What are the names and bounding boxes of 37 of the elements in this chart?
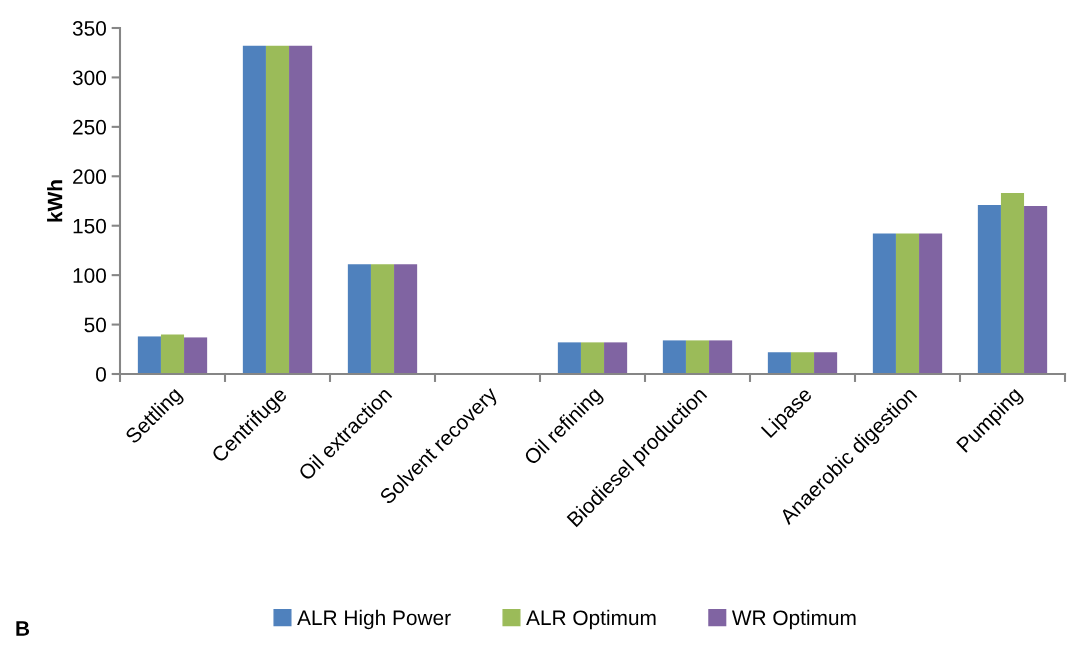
y-tick-label: 300 (72, 70, 106, 86)
legend-label: ALR Optimum (526, 609, 656, 630)
bar (790, 352, 815, 374)
bar (977, 204, 1001, 374)
bar (265, 45, 290, 374)
y-axis-title: kWh (47, 180, 63, 222)
bar (160, 334, 185, 374)
y-tick-label: 100 (73, 268, 106, 283)
legend-label: ALR High Power (297, 609, 451, 630)
bar (137, 336, 161, 374)
bar (347, 264, 371, 374)
y-tick-label: 150 (73, 218, 106, 234)
bar (1024, 205, 1048, 374)
y-tick-label: 0 (96, 367, 106, 382)
bar (685, 340, 710, 374)
bar (767, 352, 791, 374)
text: B (16, 621, 30, 636)
bar (662, 340, 686, 374)
y-tick-label: 50 (84, 317, 106, 333)
bar (394, 264, 418, 374)
bar (1000, 193, 1025, 374)
y-tick-label: 350 (72, 21, 106, 36)
bar (557, 342, 581, 374)
bar (289, 45, 313, 374)
y-tick-label: 200 (73, 169, 106, 185)
bar (580, 342, 605, 374)
bar (872, 233, 896, 374)
bar (604, 342, 628, 374)
bar (814, 352, 838, 374)
legend-label: WR Optimum (731, 609, 856, 630)
bar (242, 45, 266, 374)
bar (919, 233, 943, 374)
bar (184, 337, 208, 374)
bar (895, 233, 920, 374)
bar (709, 340, 733, 374)
y-tick-label: 250 (73, 119, 106, 135)
bar (370, 264, 395, 374)
